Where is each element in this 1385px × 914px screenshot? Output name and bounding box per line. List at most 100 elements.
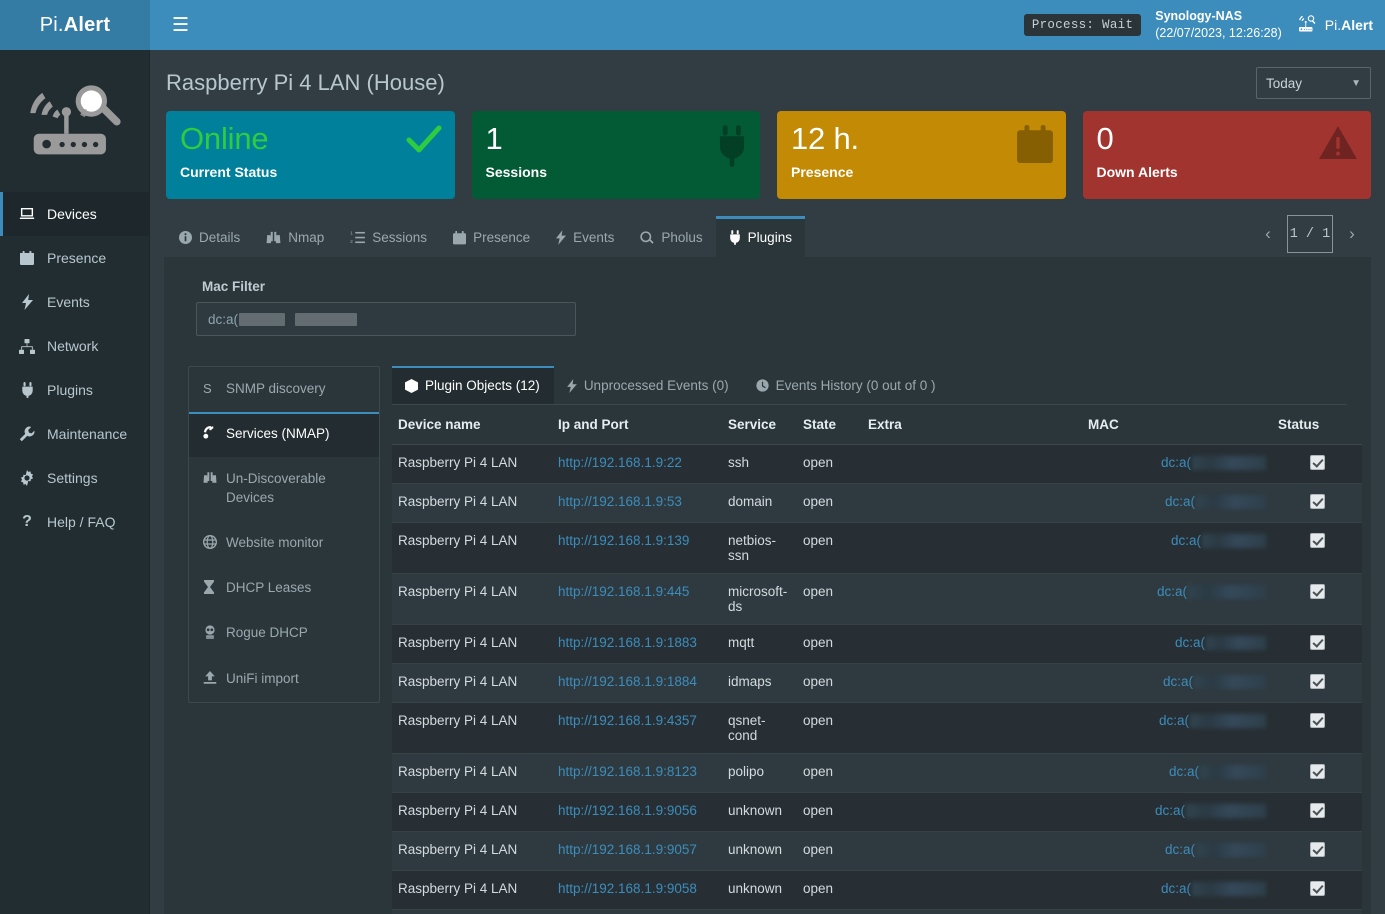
header-brand-light: Pi.: [1324, 17, 1342, 33]
plugin-item-snmp-discovery[interactable]: S SNMP discovery: [189, 367, 379, 412]
cell-ip-and-port: http://192.168.1.9:22: [552, 444, 722, 484]
ip-link[interactable]: http://192.168.1.9:445: [558, 584, 690, 599]
card-down-alerts[interactable]: 0 Down Alerts: [1082, 111, 1371, 199]
card-presence[interactable]: 12 h. Presence: [777, 111, 1066, 199]
status-checkbox[interactable]: [1309, 584, 1325, 599]
chevron-left-icon[interactable]: ‹: [1265, 224, 1271, 243]
tab-pholus[interactable]: Pholus: [627, 216, 715, 257]
cell-mac: dc:a(: [1082, 573, 1272, 625]
sidebar-item-presence[interactable]: Presence: [0, 236, 149, 280]
stat-cards: Online Current Status 1 Sessions 12 h. P…: [166, 111, 1371, 199]
subtab-plugin-objects[interactable]: Plugin Objects (12): [392, 366, 554, 404]
sidebar-item-devices[interactable]: Devices: [0, 192, 149, 236]
status-checkbox[interactable]: [1309, 635, 1325, 650]
ip-link[interactable]: http://192.168.1.9:4357: [558, 713, 697, 728]
sidebar-item-plugins[interactable]: Plugins: [0, 368, 149, 412]
plugin-item-dhcp-leases[interactable]: DHCP Leases: [189, 566, 379, 611]
ip-link[interactable]: http://192.168.1.9:9057: [558, 842, 697, 857]
cell-service: polipo: [722, 753, 797, 793]
info-icon: [179, 231, 192, 244]
status-checkbox[interactable]: [1309, 533, 1325, 548]
subtab-unprocessed-events[interactable]: Unprocessed Events (0): [554, 366, 743, 404]
mac-link[interactable]: dc:a(: [1160, 881, 1191, 896]
cell-state: open: [797, 663, 862, 703]
status-checkbox[interactable]: [1309, 713, 1325, 728]
globe-icon: [203, 534, 218, 549]
cell-status: [1272, 522, 1362, 574]
tab-plugins[interactable]: Plugins: [715, 216, 805, 257]
status-checkbox[interactable]: [1309, 842, 1325, 857]
card-sessions[interactable]: 1 Sessions: [471, 111, 760, 199]
status-checkbox[interactable]: [1309, 881, 1325, 896]
status-checkbox[interactable]: [1309, 674, 1325, 689]
period-select[interactable]: Today ▼: [1256, 67, 1371, 99]
cell-extra: [862, 483, 1082, 523]
status-checkbox[interactable]: [1309, 803, 1325, 818]
mac-link[interactable]: dc:a(: [1158, 713, 1189, 728]
mac-link[interactable]: dc:a(: [1168, 764, 1199, 779]
plugin-item-rogue-dhcp[interactable]: Rogue DHCP: [189, 611, 379, 656]
plugin-item-services-nmap[interactable]: Services (NMAP): [189, 412, 379, 458]
mac-link[interactable]: dc:a(: [1160, 455, 1191, 470]
mac-link[interactable]: dc:a(: [1164, 842, 1195, 857]
header-brand[interactable]: Pi.Alert: [1296, 14, 1373, 37]
cell-mac: dc:a(: [1082, 702, 1272, 754]
cell-extra: [862, 909, 1082, 914]
ip-link[interactable]: http://192.168.1.9:139: [558, 533, 690, 548]
mac-link[interactable]: dc:a(: [1156, 584, 1187, 599]
mac-link[interactable]: dc:a(: [1164, 494, 1195, 509]
mac-link[interactable]: dc:a(: [1154, 803, 1185, 818]
app-logo[interactable]: Pi. Alert: [0, 0, 150, 50]
sidebar-item-events[interactable]: Events: [0, 280, 149, 324]
ip-link[interactable]: http://192.168.1.9:22: [558, 455, 682, 470]
ip-link[interactable]: http://192.168.1.9:1883: [558, 635, 697, 650]
ip-link[interactable]: http://192.168.1.9:53: [558, 494, 682, 509]
table-row: Raspberry Pi 4 LAN http://192.168.1.9:812…: [392, 753, 1362, 793]
tab-details[interactable]: Details: [166, 216, 253, 257]
redacted-mac: [1192, 882, 1266, 896]
tab-events[interactable]: Events: [543, 216, 627, 257]
tab-presence[interactable]: Presence: [440, 216, 543, 257]
col-mac: MAC: [1082, 405, 1272, 445]
calendar-icon: [453, 230, 467, 245]
cell-device-name: Raspberry Pi 4 LAN: [392, 444, 552, 484]
cell-service: unknown: [722, 870, 797, 910]
cell-service: qsnet-cond: [722, 702, 797, 754]
chevron-right-icon[interactable]: ›: [1349, 224, 1355, 243]
ip-link[interactable]: http://192.168.1.9:9056: [558, 803, 697, 818]
cell-extra: [862, 753, 1082, 793]
cell-status: [1272, 870, 1362, 910]
sidebar-item-maintenance[interactable]: Maintenance: [0, 412, 149, 456]
cell-device-name: Raspberry Pi 4 LAN: [392, 624, 552, 664]
plugin-item-website-monitor[interactable]: Website monitor: [189, 521, 379, 566]
status-checkbox[interactable]: [1309, 494, 1325, 509]
hamburger-icon[interactable]: ☰: [172, 14, 190, 36]
mac-link[interactable]: dc:a(: [1174, 635, 1205, 650]
status-checkbox[interactable]: [1309, 764, 1325, 779]
sidebar-item-network[interactable]: Network: [0, 324, 149, 368]
ip-link[interactable]: http://192.168.1.9:8123: [558, 764, 697, 779]
header-bar: ☰ Process: Wait Synology-NAS (22/07/2023…: [150, 0, 1385, 50]
mac-filter-input[interactable]: dc:a(: [196, 302, 576, 336]
plugin-item-label: UniFi import: [226, 670, 299, 686]
sidebar-item-help-faq[interactable]: ? Help / FAQ: [0, 500, 149, 544]
ip-link[interactable]: http://192.168.1.9:1884: [558, 674, 697, 689]
mac-link[interactable]: dc:a(: [1162, 674, 1193, 689]
redacted-mac: [1202, 534, 1266, 548]
card-current-status[interactable]: Online Current Status: [166, 111, 455, 199]
cell-status: [1272, 909, 1362, 914]
status-checkbox[interactable]: [1309, 455, 1325, 470]
period-select-value: Today: [1266, 75, 1303, 91]
plugin-item-unifi-import[interactable]: UniFi import: [189, 657, 379, 702]
ip-link[interactable]: http://192.168.1.9:9058: [558, 881, 697, 896]
subtab-events-history[interactable]: Events History (0 out of 0 ): [743, 366, 950, 404]
mac-link[interactable]: dc:a(: [1170, 533, 1201, 548]
cell-device-name: Raspberry Pi 4 LAN: [392, 663, 552, 703]
plugin-item-undiscoverable-devices[interactable]: Un-Discoverable Devices: [189, 457, 379, 520]
tab-nmap[interactable]: Nmap: [253, 216, 337, 257]
sidebar-item-settings[interactable]: Settings: [0, 456, 149, 500]
card-label: Current Status: [180, 163, 278, 180]
header-right-group: Process: Wait Synology-NAS (22/07/2023, …: [1023, 8, 1373, 42]
